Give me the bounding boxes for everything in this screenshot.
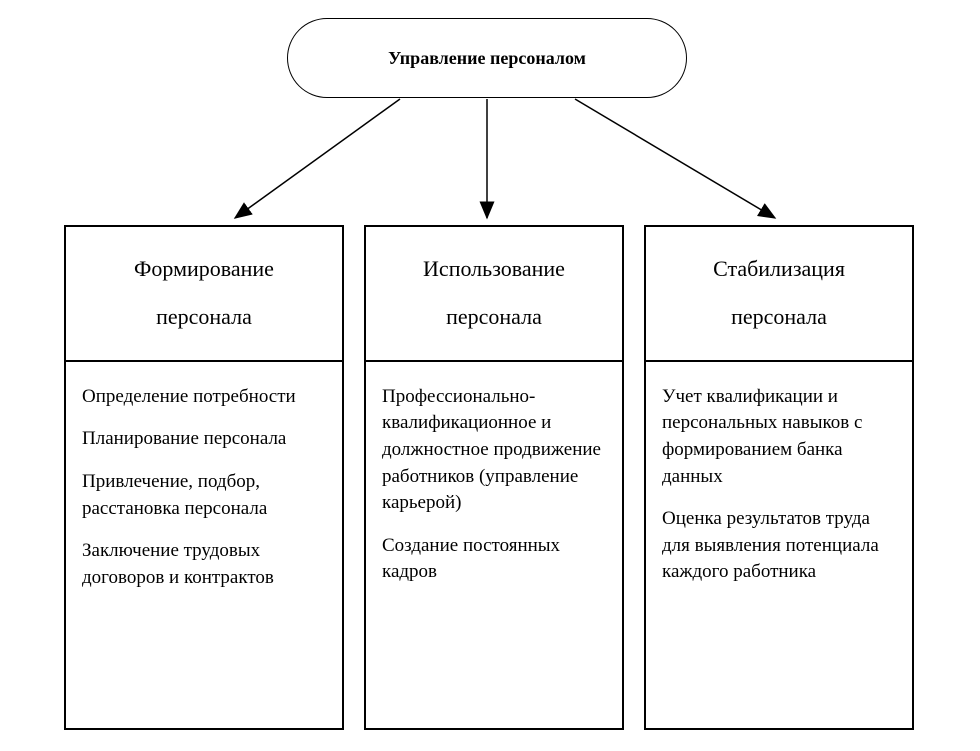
root-label: Управление персоналом (388, 48, 586, 69)
box-item: Планирование персонала (82, 426, 326, 453)
box-item: Создание постоянных кадров (382, 533, 606, 586)
box-item: Оценка результатов труда для выявления п… (662, 506, 896, 586)
box-title-line: Формирование (76, 245, 332, 293)
box-title: Использованиеперсонала (366, 227, 622, 362)
box-title: Стабилизацияперсонала (646, 227, 912, 362)
box-body: Учет квалификации и персональных навыков… (646, 362, 912, 602)
box-item: Профессионально-квалификационное и должн… (382, 384, 606, 517)
category-box: Стабилизацияперсонала Учет квалификации и… (644, 225, 914, 730)
box-title-line: персонала (76, 293, 332, 341)
arrow (575, 99, 775, 218)
box-title-line: персонала (376, 293, 612, 341)
category-box: ФормированиеперсоналаОпределение потребн… (64, 225, 344, 730)
box-item: Определение потребности (82, 384, 326, 411)
box-body: Профессионально-квалификационное и должн… (366, 362, 622, 602)
box-title-line: Использование (376, 245, 612, 293)
box-item: Учет квалификации и персональных навыков… (662, 384, 896, 490)
category-box: Использованиеперсонала Профессионально-кв… (364, 225, 624, 730)
box-body: Определение потребности Планирование перс… (66, 362, 342, 608)
box-item: Заключение трудовых договоров и контракт… (82, 538, 326, 591)
box-title-line: персонала (656, 293, 902, 341)
box-title: Формированиеперсонала (66, 227, 342, 362)
arrow (235, 99, 400, 218)
root-node: Управление персоналом (287, 18, 687, 98)
box-item: Привлечение, подбор, расстановка персона… (82, 469, 326, 522)
box-title-line: Стабилизация (656, 245, 902, 293)
